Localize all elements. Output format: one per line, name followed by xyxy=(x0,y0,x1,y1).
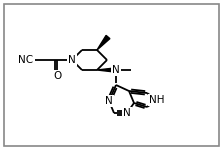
Text: N: N xyxy=(123,108,131,118)
Text: N: N xyxy=(68,55,76,65)
Text: O: O xyxy=(53,71,61,81)
Polygon shape xyxy=(97,35,110,50)
Text: NC: NC xyxy=(19,55,34,65)
Text: NH: NH xyxy=(149,95,165,105)
Text: N: N xyxy=(105,96,113,106)
Text: N: N xyxy=(112,65,120,75)
Polygon shape xyxy=(97,68,116,72)
